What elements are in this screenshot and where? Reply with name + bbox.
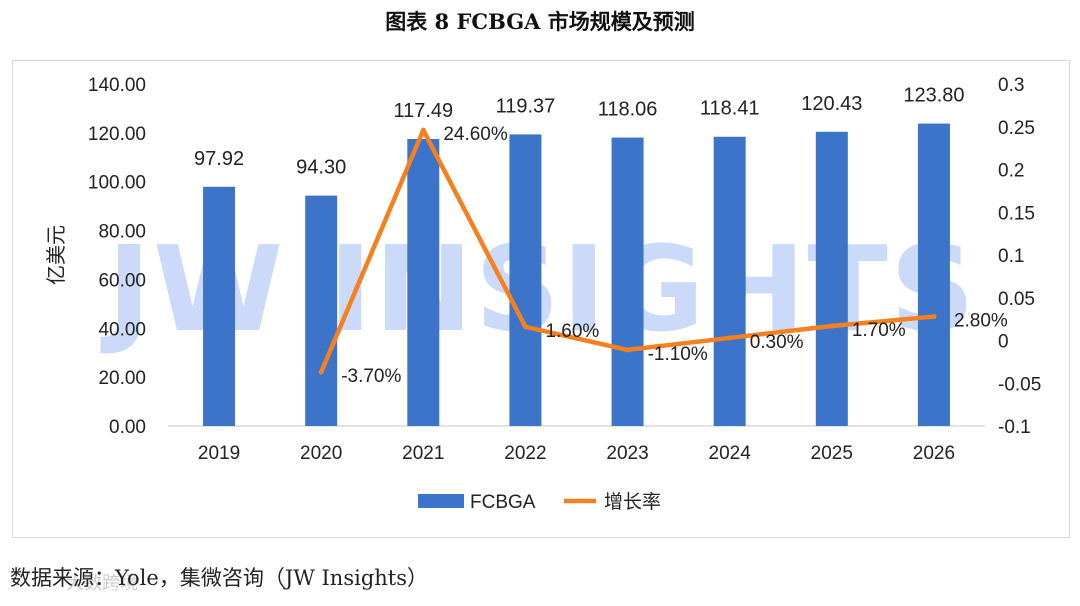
x-tick-label: 2022 [504,443,546,464]
chart-frame [12,60,1070,538]
line-value-label: -3.70% [341,366,401,387]
line-point [318,369,324,375]
y-tick-label: 60.00 [98,270,146,291]
bar-value-label: 97.92 [194,148,244,170]
y2-tick-label: -0.05 [998,374,1041,395]
source-note: 数据来源：Yole，集微咨询（JW Insights） [10,566,428,590]
y2-tick-label: 0.25 [998,118,1035,139]
x-tick-label: 2021 [402,443,444,464]
line-value-label: 2.80% [954,311,1008,332]
footer-watermark: 大数跨境 [66,573,138,594]
y2-tick-label: -0.1 [998,417,1031,438]
bar-fcbga [815,131,848,427]
bar-value-label: 117.49 [393,100,453,122]
y-tick-label: 100.00 [88,173,146,194]
line-point [522,324,528,330]
y-tick-label: 120.00 [88,124,146,145]
legend-label-growth: 增长率 [604,491,661,513]
bar-value-label: 119.37 [496,95,556,117]
line-point [931,314,937,320]
y2-tick-label: 0 [998,332,1009,353]
line-point [829,323,835,329]
line-point [625,347,631,353]
bar-fcbga [917,123,950,427]
x-tick-label: 2019 [198,443,240,464]
line-value-label: 0.30% [750,332,804,353]
x-tick-label: 2020 [300,443,342,464]
y-axis-title: 亿美元 [44,225,68,285]
bar-value-label: 120.43 [801,93,862,115]
bar-value-label: 94.30 [296,157,346,179]
line-value-label: 1.60% [545,321,599,342]
y-tick-label: 0.00 [109,417,146,438]
y-tick-label: 20.00 [98,368,146,389]
line-point [420,127,426,133]
x-tick-label: 2023 [606,443,648,464]
page-title: 图表 8 FCBGA 市场规模及预测 [385,9,695,34]
bar-fcbga [611,137,644,426]
bar-value-label: 118.41 [700,98,760,120]
y2-tick-label: 0.2 [998,161,1024,182]
bar-value-label: 123.80 [903,85,964,107]
x-tick-label: 2026 [913,443,955,464]
bar-fcbga [305,195,338,426]
bar-fcbga [509,134,542,426]
line-value-label: 24.60% [443,124,508,145]
bar-value-label: 118.06 [598,99,658,121]
bar-fcbga [407,138,440,426]
y-tick-label: 140.00 [88,75,146,96]
y-tick-label: 40.00 [98,319,146,340]
x-tick-label: 2025 [811,443,853,464]
legend-swatch-fcbga [418,494,464,508]
y2-tick-label: 0.1 [998,246,1024,267]
x-tick-label: 2024 [709,443,752,464]
y2-tick-label: 0.15 [998,203,1035,224]
y2-tick-label: 0.05 [998,289,1035,310]
line-value-label: -1.10% [648,344,708,365]
y2-tick-label: 0.3 [998,75,1024,96]
y-tick-label: 80.00 [98,222,146,243]
line-point [727,335,733,341]
line-value-label: 1.70% [852,320,906,341]
bar-fcbga [713,136,746,427]
bar-fcbga [203,186,236,426]
legend-label-fcbga: FCBGA [470,492,536,513]
